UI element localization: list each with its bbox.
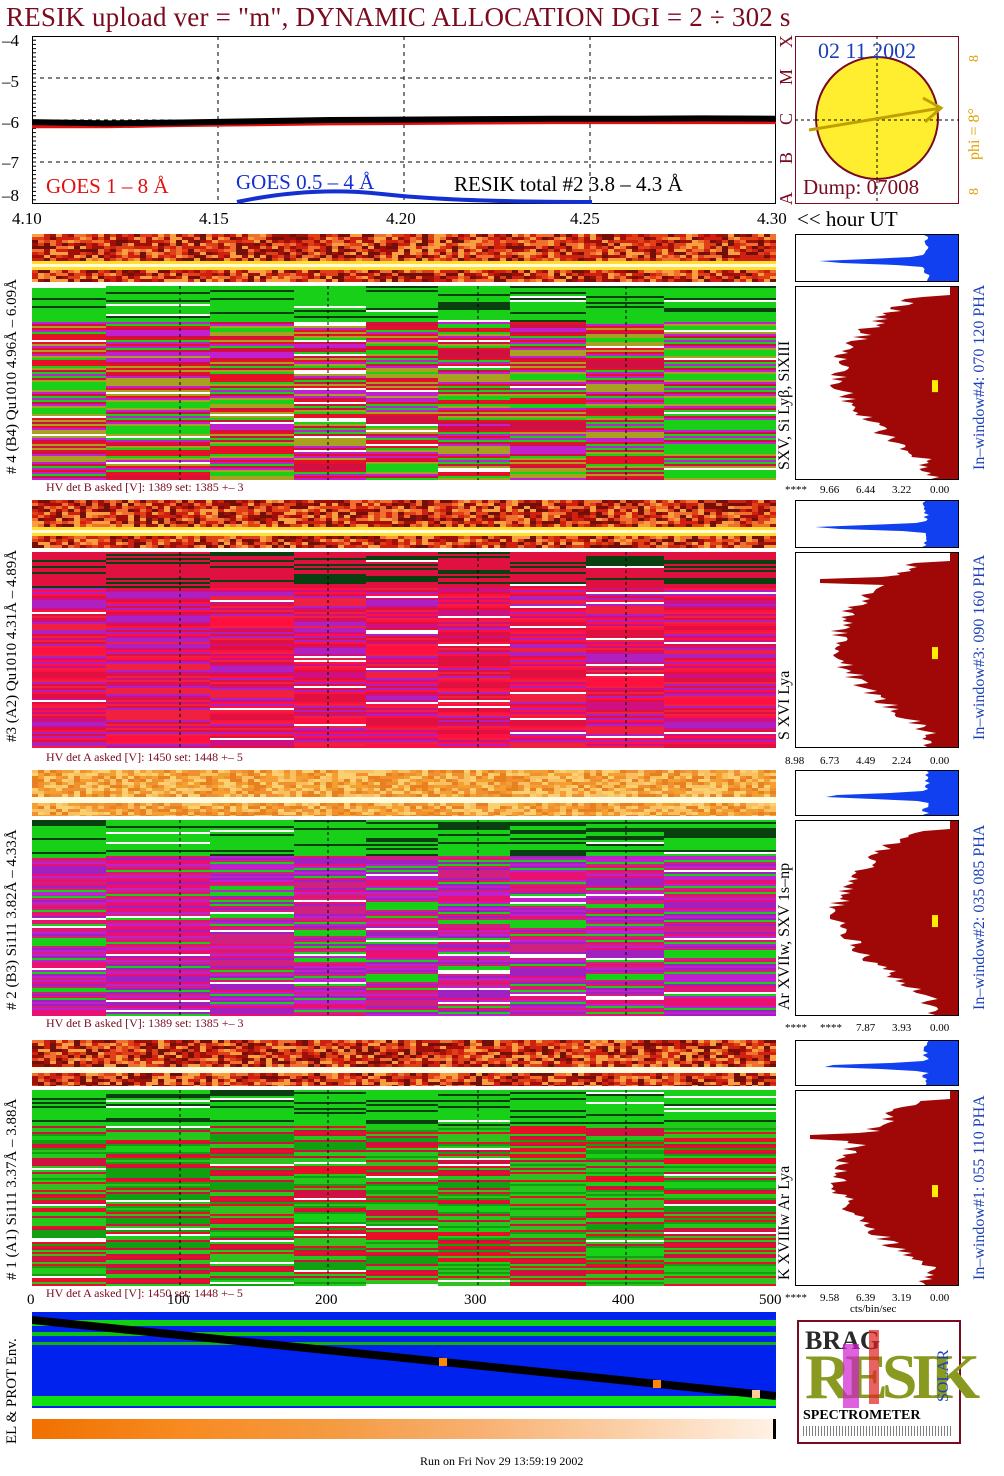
in-window-label: In–window#1: 055 110 PHA [971, 1095, 988, 1280]
goes-ytick-6: –6 [2, 113, 19, 132]
pha-histogram-bottom [795, 820, 959, 1016]
goes-ytick-8: –8 [2, 186, 19, 205]
panel-left-label: # 2 (B3) Si111 3.82Å – 4.33Å [4, 829, 20, 1010]
hv-label: HV det B asked [V]: 1389 set: 1385 +– 3 [46, 480, 244, 494]
in-window-label: In–window#3: 090 160 PHA [971, 554, 988, 740]
hist-tick: **** [820, 1022, 842, 1034]
goes-xtick-430: 4.30 [757, 209, 787, 228]
panel-left-label: # 1 (A1) Si111 3.37Å – 3.88Å [4, 1098, 20, 1280]
env-label: EL & PROT Env. [4, 1338, 20, 1444]
goes-xtick-415: 4.15 [199, 209, 229, 228]
pha-histogram-bottom [795, 552, 959, 748]
hv-label: HV det A asked [V]: 1450 set: 1448 +– 5 [46, 1286, 243, 1300]
goes-legend-blue: GOES 0.5 – 4 Å [236, 170, 375, 194]
hist-tick: 3.93 [892, 1022, 912, 1034]
goes-lightcurve-panel [31, 35, 777, 205]
env-panel [31, 1312, 777, 1408]
dump-label: Dump: 07008 [803, 175, 920, 199]
hist-tick: 4.49 [856, 755, 876, 767]
goes-ytick-4: –4 [2, 31, 19, 50]
hist-unit: cts/bin/sec [850, 1303, 897, 1315]
goes-series-blue [236, 189, 593, 204]
line-label: K XVIIIw Ar Lya [776, 1165, 793, 1280]
pha-histogram-top [795, 234, 959, 282]
goes-ytick-7: –7 [2, 153, 19, 172]
spectrogram-top-strip [32, 770, 776, 816]
run-timestamp: Run on Fri Nov 29 13:59:19 2002 [420, 1454, 584, 1468]
phi-label: phi = 8° [966, 108, 983, 160]
spectrogram-top-strip [32, 500, 776, 548]
rot-bottom: 8 [967, 188, 982, 195]
env-gradient-bar [32, 1419, 776, 1439]
goes-class-letters: A B C M X [776, 35, 796, 205]
bottom-xaxis: 0 100 200 300 400 500 [27, 1292, 782, 1308]
hist-tick: 9.66 [820, 484, 840, 496]
hist-tick: 0.00 [930, 1022, 950, 1034]
hist-tick: 8.98 [785, 755, 805, 767]
sun-position-box [795, 36, 959, 204]
x-unit-label: << hour UT [797, 207, 898, 231]
resik-logo: BRAG RESIK SOLAR SPECTROMETER [797, 1320, 980, 1444]
spectrogram-top-strip [32, 1040, 776, 1086]
pha-histogram-bottom [795, 1090, 959, 1286]
line-label: S XVI Lya [776, 670, 793, 740]
hist-tick: 0.00 [930, 1292, 950, 1304]
spectrogram-body [32, 286, 776, 480]
hist-tick: 6.44 [856, 484, 876, 496]
hist-tick: **** [785, 1292, 807, 1304]
hist-tick: 6.39 [856, 1292, 876, 1304]
spectrogram-body [32, 552, 776, 748]
hist-tick: 0.00 [930, 755, 950, 767]
goes-series-1 [31, 115, 777, 127]
env-bar-end [773, 1419, 776, 1439]
pha-histogram-top [795, 770, 959, 816]
spectrogram-body [32, 820, 776, 1016]
page-title: RESIK upload ver = "m", DYNAMIC ALLOCATI… [6, 2, 791, 32]
hist-tick: 3.19 [892, 1292, 912, 1304]
hist-tick: **** [785, 484, 807, 496]
hist-tick: 2.24 [892, 755, 912, 767]
hist-tick: 0.00 [930, 484, 950, 496]
hist-tick: **** [785, 1022, 807, 1034]
hv-label: HV det B asked [V]: 1389 set: 1385 +– 3 [46, 1016, 244, 1030]
env-plot [31, 1312, 777, 1408]
goes-legend-red: GOES 1 – 8 Å [46, 174, 169, 198]
goes-xtick-425: 4.25 [570, 209, 600, 228]
spectrogram-top-strip [32, 234, 776, 282]
pha-histogram-bottom [795, 286, 959, 480]
in-window-label: In–window#4: 070 120 PHA [971, 284, 988, 470]
hist-tick: 9.58 [820, 1292, 840, 1304]
goes-legend-total: RESIK total #2 3.8 – 4.3 Å [454, 172, 683, 196]
hist-tick: 7.87 [856, 1022, 876, 1034]
hv-label: HV det A asked [V]: 1450 set: 1448 +– 5 [46, 750, 243, 764]
sun-disk-diagram [795, 36, 959, 204]
panel-left-label: # 4 (B4) Qu1010 4.96Å – 6.09Å [4, 279, 20, 474]
pha-histogram-top [795, 1040, 959, 1086]
in-window-label: In–window#2: 035 085 PHA [971, 824, 988, 1010]
hist-tick: 6.73 [820, 755, 840, 767]
pha-histogram-top [795, 500, 959, 548]
panel-left-label: #3 (A2) Qu1010 4.31Å – 4.89Å [4, 549, 20, 742]
goes-xtick-410: 4.10 [12, 209, 42, 228]
line-label: Ar XVIIw, SXV 1s–np [776, 862, 793, 1010]
spectrogram-body [32, 1090, 776, 1286]
goes-lightcurve-plot [31, 35, 777, 205]
rot-top: 8 [967, 55, 982, 62]
line-label: SXV, Si Lyβ, SiXIII [776, 340, 793, 470]
goes-ytick-5: –5 [2, 72, 19, 91]
hist-tick: 3.22 [892, 484, 912, 496]
goes-xtick-420: 4.20 [386, 209, 416, 228]
sun-date: 02 11 2002 [818, 38, 917, 63]
